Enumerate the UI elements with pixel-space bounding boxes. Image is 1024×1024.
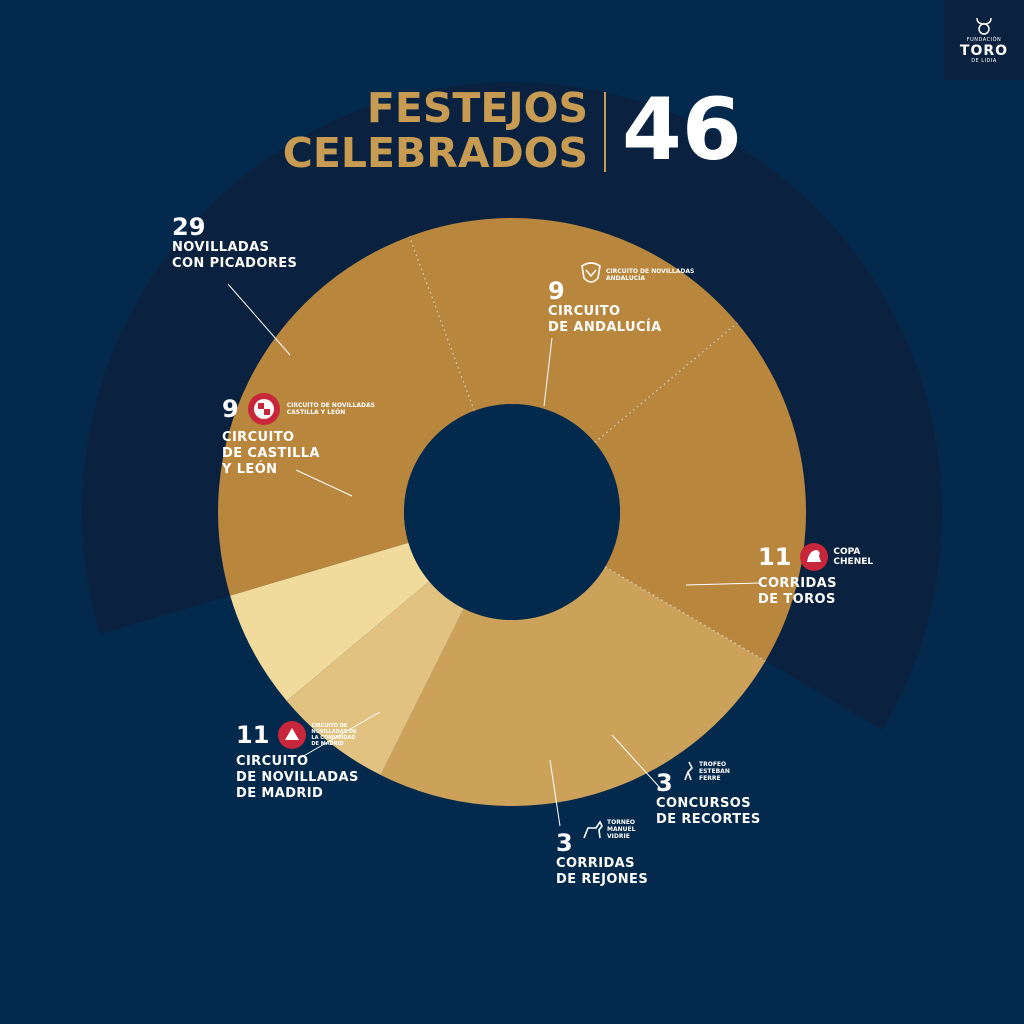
label-novilladas-text: NOVILLADAS CON PICADORES [172, 240, 298, 271]
label-andalucia: CIRCUITO DE NOVILLADAS ANDALUCÍA 9 CIRCU… [548, 262, 694, 336]
trofeo-figure-icon [684, 761, 693, 781]
madrid-seal-icon [278, 721, 307, 749]
label-andalucia-text: CIRCUITO DE ANDALUCÍA [548, 304, 662, 335]
title-divider [604, 92, 606, 172]
slice-toros [380, 566, 766, 806]
label-toros: 11 COPA CHENEL CORRIDAS DE TOROS [758, 542, 873, 608]
recortes-logo: TROFEO ESTEBAN FERRE [682, 760, 730, 782]
total-count: 46 [622, 80, 742, 180]
label-rejones: TORNEO MANUEL VIDRIE 3 CORRIDAS DE REJON… [556, 818, 648, 888]
donut-hole [404, 404, 620, 620]
label-rejones-text: CORRIDAS DE REJONES [556, 856, 649, 887]
label-castilla-value: 9 [222, 395, 239, 423]
rejones-logo: TORNEO MANUEL VIDRIE [582, 818, 635, 840]
leader-andalucia [543, 337, 553, 407]
slice-separator [604, 566, 766, 662]
label-toros-text: CORRIDAS DE TOROS [758, 576, 837, 607]
andalucia-crest-icon [581, 262, 601, 283]
horse-rider-icon [583, 820, 603, 839]
label-novilladas: 29 NOVILLADAS CON PICADORES [172, 214, 297, 272]
label-recortes-text: CONCURSOS DE RECORTES [656, 796, 761, 827]
slice-madrid [218, 236, 475, 596]
leader-novilladas [227, 283, 291, 356]
andalucia-logo: CIRCUITO DE NOVILLADAS ANDALUCÍA [580, 262, 694, 288]
label-recortes: TROFEO ESTEBAN FERRE 3 CONCURSOS DE RECO… [656, 760, 761, 828]
slice-rejones [230, 542, 430, 701]
slice-separator [408, 236, 475, 412]
header: FESTEJOS CELEBRADOS 46 [0, 80, 1024, 184]
label-castilla: 9 CIRCUITO DE NOVILLADAS CASTILLA Y LEÓN… [222, 392, 375, 478]
label-madrid-text: CIRCUITO DE NOVILLADAS DE MADRID [236, 754, 359, 801]
outer-group-band [81, 81, 942, 730]
slice-andalucia [594, 323, 806, 661]
leader-recortes [611, 734, 663, 791]
brand-small-top: FUNDACIÓN [966, 37, 1002, 43]
leader-rejones [549, 759, 561, 827]
label-madrid-value: 11 [236, 721, 270, 749]
castilla-seal-icon [247, 393, 280, 425]
recortes-logo-text: TROFEO ESTEBAN FERRE [699, 760, 730, 782]
brand-name: TORO [959, 43, 1009, 59]
label-andalucia-value: 9 [548, 277, 565, 305]
brand-small-bottom: DE LIDIA [971, 58, 997, 64]
slice-recortes [286, 581, 464, 776]
andalucia-logo-text: CIRCUITO DE NOVILLADAS ANDALUCÍA [606, 268, 695, 282]
label-novilladas-value: 29 [172, 213, 206, 241]
label-madrid: 11 CIRCUITO DE NOVILLADAS DE LA COMUNIDA… [236, 720, 359, 802]
castilla-logo-text: CIRCUITO DE NOVILLADAS CASTILLA Y LEÓN [286, 402, 375, 416]
leader-castilla [295, 469, 353, 497]
brand-logo: FUNDACIÓN TORO DE LIDIA [944, 0, 1024, 80]
title-line-2: CELEBRADOS [282, 129, 588, 177]
leader-toros [685, 582, 761, 586]
label-castilla-text: CIRCUITO DE CASTILLA Y LEÓN [222, 430, 320, 477]
slice-separator [594, 322, 738, 444]
bull-icon [976, 17, 992, 35]
slice-castilla [409, 218, 738, 443]
page-title: FESTEJOS CELEBRADOS [283, 86, 588, 176]
title-line-1: FESTEJOS [366, 84, 588, 132]
label-rejones-value: 3 [556, 829, 573, 857]
leader-madrid [299, 711, 381, 759]
label-recortes-value: 3 [656, 769, 673, 797]
copa-chenel-text: COPA CHENEL [833, 547, 874, 567]
rejones-logo-text: TORNEO MANUEL VIDRIE [607, 818, 636, 840]
madrid-logo-text: CIRCUITO DE NOVILLADAS DE LA COMUNIDAD D… [311, 723, 357, 747]
copa-chenel-icon [800, 543, 829, 571]
label-toros-value: 11 [758, 543, 792, 571]
